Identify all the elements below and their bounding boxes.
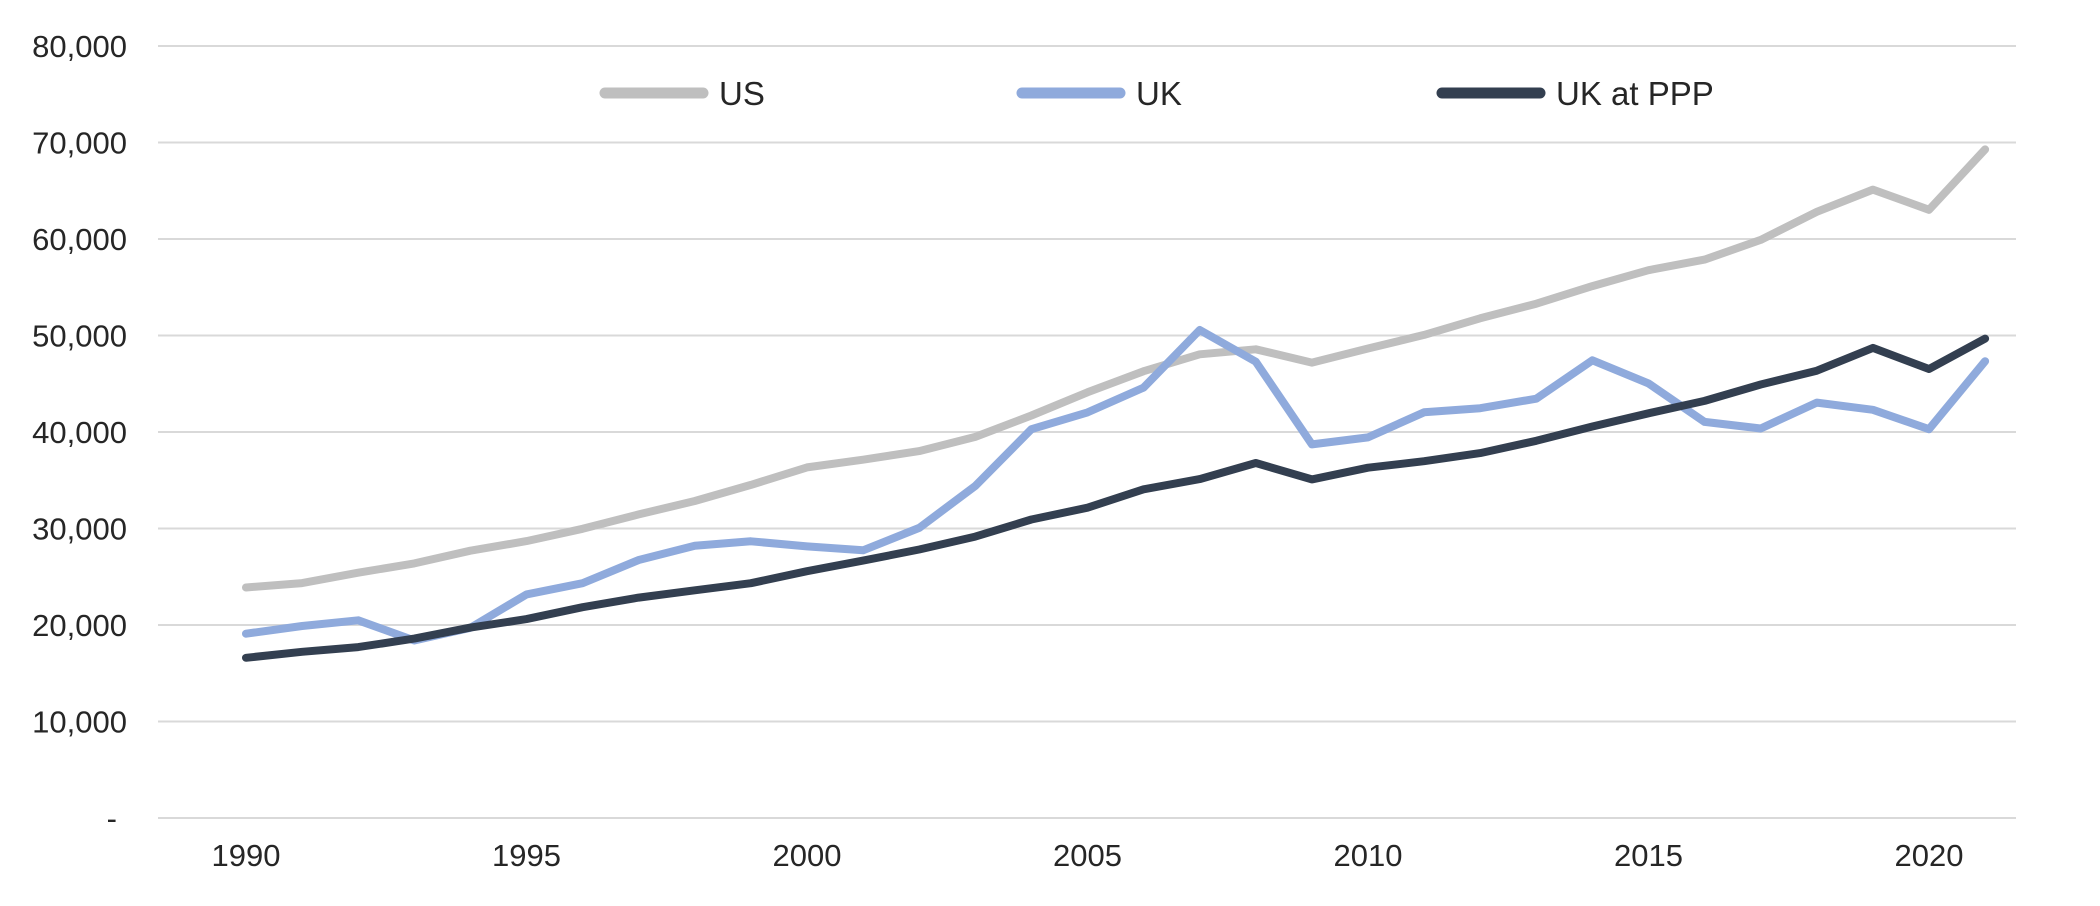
legend-label-uk: UK [1136, 75, 1182, 112]
series-line-uk-at-ppp [242, 334, 1990, 662]
x-axis-tick-label: 2020 [1895, 838, 1964, 873]
y-axis-tick-label: 50,000 [32, 319, 127, 354]
legend-label-us: US [719, 75, 765, 112]
chart-legend: US UK UK at PPP [599, 75, 1714, 112]
y-axis-tick-label: 10,000 [32, 705, 127, 740]
legend-item-uk-at-ppp: UK at PPP [1436, 75, 1714, 112]
x-axis-tick-label: 2000 [773, 838, 842, 873]
series-line-us [242, 145, 1990, 592]
x-axis-tick-label: 2010 [1334, 838, 1403, 873]
legend-item-uk: UK [1016, 75, 1182, 112]
y-axis-tick-label: 60,000 [32, 222, 127, 257]
y-axis-tick-label: 30,000 [32, 512, 127, 547]
y-axis-tick-label: 40,000 [32, 415, 127, 450]
legend-item-us: US [599, 75, 765, 112]
x-axis-tick-label: 2015 [1614, 838, 1683, 873]
gridlines [158, 45, 2016, 819]
series-lines [242, 145, 1990, 662]
y-axis-tick-labels: - 10,000 20,000 30,000 40,000 50,000 60,000 70,… [32, 29, 127, 836]
x-axis-tick-label: 1995 [492, 838, 561, 873]
x-axis-tick-labels: 1990 1995 2000 2005 2010 2015 2020 [212, 838, 1964, 873]
legend-label-uk-at-ppp: UK at PPP [1556, 75, 1714, 112]
series-line-uk [242, 326, 1990, 645]
y-axis-tick-label: 20,000 [32, 608, 127, 643]
y-axis-tick-label: 80,000 [32, 29, 127, 64]
x-axis-tick-label: 2005 [1053, 838, 1122, 873]
x-axis-tick-label: 1990 [212, 838, 281, 873]
y-axis-tick-label: - [107, 801, 117, 836]
y-axis-tick-label: 70,000 [32, 126, 127, 161]
